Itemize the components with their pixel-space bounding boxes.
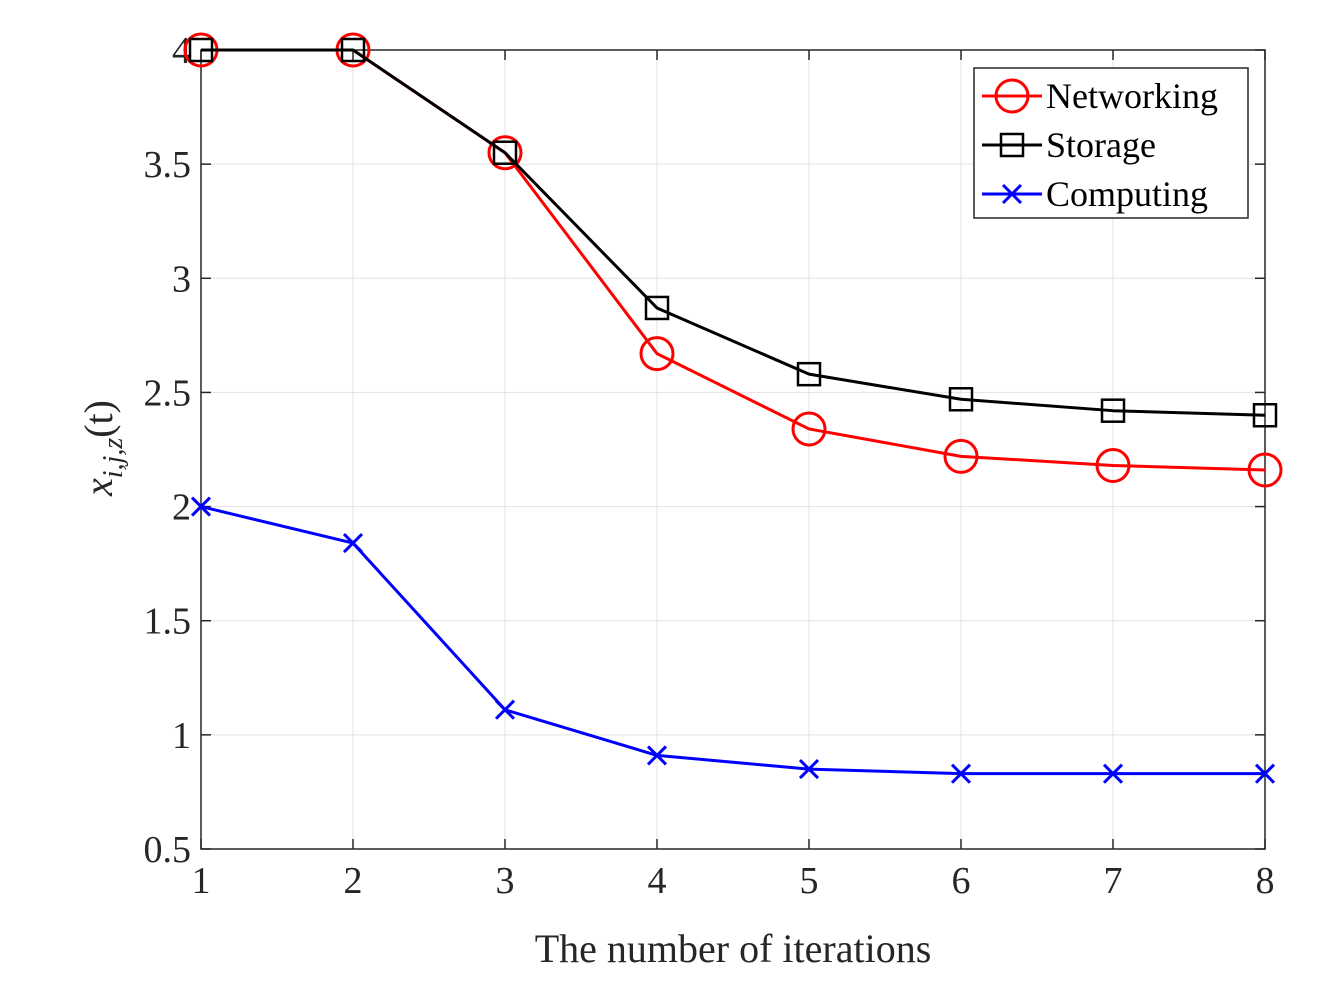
data-point-storage [1100, 398, 1126, 423]
legend-item-storage: Storage [982, 125, 1156, 165]
series-layer [183, 32, 1283, 784]
data-point-networking [943, 438, 979, 474]
y-tick-label: 2.5 [144, 372, 192, 414]
y-axis-title: xi,j,z(t) [76, 400, 129, 497]
data-point-computing [1102, 763, 1124, 784]
x-tick-label: 8 [1256, 860, 1275, 902]
x-tick-label: 3 [496, 860, 515, 902]
legend: Networking Storage Computing [973, 67, 1249, 219]
data-point-storage [948, 387, 974, 412]
data-point-networking [1095, 447, 1131, 483]
data-point-storage [188, 37, 214, 63]
data-point-computing [646, 745, 668, 766]
data-point-networking [791, 411, 827, 447]
y-tick-label: 1 [172, 715, 191, 757]
data-point-computing [798, 759, 820, 780]
data-point-networking [1247, 452, 1283, 488]
y-tick-label: 0.5 [144, 829, 192, 871]
axis-ticks: 1 2 3 4 5 6 7 80.511.522.533.54 [144, 30, 1275, 902]
legend-marker-storage [999, 132, 1025, 158]
data-point-computing [950, 763, 972, 784]
x-tick-label: 5 [800, 860, 819, 902]
data-point-storage [796, 361, 822, 387]
y-tick-label: 4 [172, 30, 191, 72]
y-tick-label: 3 [172, 258, 191, 300]
series-storage [188, 37, 1278, 428]
y-axis-title-argument: (t) [76, 400, 121, 438]
series-line-storage [201, 48, 1266, 417]
y-tick-label: 1.5 [144, 601, 192, 643]
y-tick-label: 3.5 [144, 144, 192, 186]
data-point-computing [1254, 763, 1276, 784]
legend-marker-computing [1001, 183, 1023, 205]
series-computing [190, 496, 1276, 784]
data-point-storage [1252, 403, 1278, 428]
x-tick-label: 1 [192, 860, 211, 902]
data-point-computing [494, 699, 516, 720]
legend-label-networking: Networking [1046, 76, 1218, 116]
legend-marker-networking [994, 78, 1030, 114]
data-point-computing [190, 496, 212, 517]
x-axis-title: The number of iterations [535, 926, 932, 971]
data-point-storage [340, 37, 366, 63]
x-tick-label: 6 [952, 860, 971, 902]
plot-area-frame [200, 49, 1266, 850]
y-tick-label: 2 [172, 487, 191, 529]
legend-label-computing: Computing [1046, 174, 1208, 214]
x-tick-label: 4 [648, 860, 667, 902]
legend-item-networking: Networking [982, 76, 1218, 116]
data-point-networking [487, 135, 523, 171]
x-tick-label: 2 [344, 860, 363, 902]
y-axis-title-base: x [76, 478, 121, 497]
data-point-networking [639, 336, 675, 372]
data-point-storage [644, 295, 670, 321]
legend-item-computing: Computing [982, 174, 1208, 214]
data-point-storage [492, 140, 518, 165]
y-axis-title-subscript: i,j,z [98, 438, 129, 479]
data-point-computing [342, 533, 364, 554]
x-tick-label: 7 [1104, 860, 1123, 902]
series-line-computing [200, 505, 1265, 776]
legend-label-storage: Storage [1046, 125, 1156, 165]
